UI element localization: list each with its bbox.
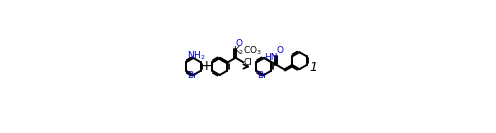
Text: HN: HN: [264, 53, 278, 62]
Text: NH$_2$: NH$_2$: [186, 49, 205, 62]
Text: Br: Br: [186, 71, 196, 80]
Text: O: O: [236, 39, 243, 48]
Text: +: +: [201, 59, 212, 74]
Text: Cl: Cl: [244, 58, 253, 67]
Text: Br: Br: [257, 71, 267, 80]
Text: K$_2$CO$_3$: K$_2$CO$_3$: [234, 45, 262, 57]
Text: 1: 1: [309, 61, 317, 74]
Text: O: O: [277, 46, 284, 55]
